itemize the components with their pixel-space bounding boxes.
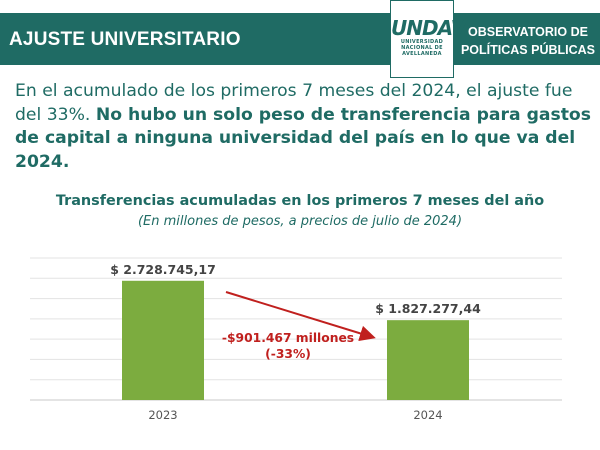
data-label-2023: $ 2.728.745,17: [110, 262, 216, 277]
observatory-line-1: OBSERVATORIO DE: [468, 25, 588, 39]
logo-mark: UNDAV: [391, 16, 466, 40]
intro-bold-text: No hubo un solo peso de transferencia pa…: [15, 104, 591, 172]
intro-normal-text: En el acumulado de los primeros 7 meses …: [15, 81, 573, 125]
undav-logo: UNDAV UNIVERSIDAD NACIONAL DE AVELLANEDA: [390, 0, 466, 78]
chart-subtitle: (En millones de pesos, a precios de juli…: [137, 214, 463, 229]
bar-2024: [387, 320, 469, 400]
decrease-arrow: [225, 291, 376, 342]
data-label-2024: $ 1.827.277,44: [375, 301, 481, 316]
observatory-line-2: POLÍTICAS PÚBLICAS: [460, 43, 596, 57]
grid-lines: [30, 257, 562, 401]
logo-text-1: UNIVERSIDAD: [400, 39, 444, 45]
chart-title: Transferencias acumuladas en los primero…: [55, 193, 545, 209]
header-banner: AJUSTE UNIVERSITARIO OBSERVATORIO DE POL…: [0, 13, 600, 65]
bars: $ 2.728.745,17 2023 $ 1.827.277,44 2024: [110, 262, 481, 422]
decrease-annotation: -$901.467 millones (-33%): [212, 330, 364, 362]
annotation-amount: -$901.467 millones: [221, 331, 355, 345]
x-tick-label-2023: 2023: [148, 408, 177, 422]
bar-2023: [122, 280, 204, 400]
observatory-title: OBSERVATORIO DE POLÍTICAS PÚBLICAS: [456, 23, 600, 59]
intro-paragraph: En el acumulado de los primeros 7 meses …: [15, 80, 595, 174]
logo-text-3: AVELLANEDA: [402, 51, 442, 57]
x-tick-label-2024: 2024: [413, 408, 442, 422]
logo-text-2: NACIONAL DE: [401, 45, 443, 51]
annotation-percent: (-33%): [265, 347, 311, 361]
header-title: AJUSTE UNIVERSITARIO: [9, 29, 241, 50]
